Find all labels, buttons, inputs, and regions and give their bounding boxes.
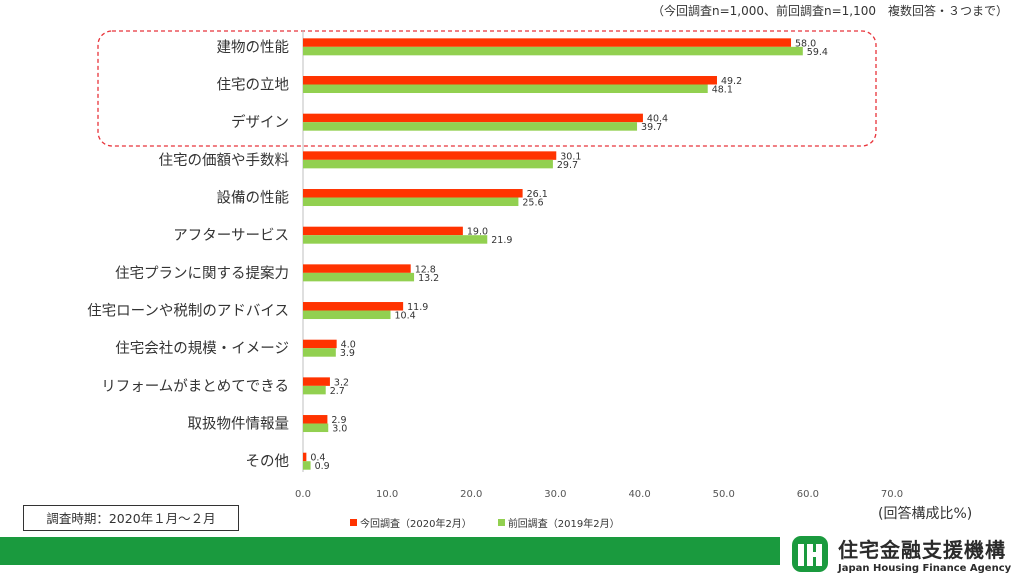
bar — [303, 264, 411, 273]
data-label: 40.4 — [647, 114, 668, 125]
data-label: 19.0 — [467, 227, 488, 238]
bar — [303, 272, 415, 282]
category-label: 住宅の立地 — [217, 77, 290, 94]
category-label: リフォームがまとめてできる — [101, 378, 289, 395]
category-label: 住宅の価額や手数料 — [159, 152, 290, 169]
x-tick-label: 40.0 — [628, 489, 650, 500]
data-label: 3.0 — [332, 424, 347, 435]
bar — [303, 461, 311, 470]
bar — [303, 84, 708, 94]
footer-bar — [0, 537, 780, 565]
x-tick-label: 60.0 — [797, 489, 819, 500]
data-label: 4.0 — [341, 340, 356, 351]
legend: 今回調査（2020年2月） 前回調査（2019年2月） — [350, 515, 620, 530]
data-label: 39.7 — [641, 122, 662, 133]
category-label: 住宅プランに関する提案力 — [115, 264, 289, 282]
data-label: 10.4 — [395, 311, 416, 322]
legend-swatch-current — [350, 519, 357, 526]
legend-item-current: 今回調査（2020年2月） — [350, 515, 472, 530]
x-tick-label: 30.0 — [544, 489, 566, 500]
legend-item-previous: 前回調査（2019年2月） — [497, 515, 620, 530]
data-label: 3.2 — [334, 377, 349, 388]
x-tick-label: 70.0 — [881, 489, 903, 500]
bar — [303, 310, 391, 320]
bar — [303, 122, 638, 131]
category-label: 住宅ローンや税制のアドバイス — [87, 303, 289, 320]
bar — [303, 415, 328, 424]
bar — [303, 189, 523, 198]
data-label: 26.1 — [527, 189, 548, 200]
bar — [303, 76, 717, 85]
data-label: 25.6 — [522, 198, 543, 209]
data-label: 11.9 — [407, 302, 428, 313]
category-label: その他 — [246, 453, 290, 470]
data-label: 48.1 — [712, 85, 733, 96]
data-label: 21.9 — [491, 235, 512, 246]
bar — [303, 151, 557, 160]
legend-label-previous: 前回調査（2019年2月） — [507, 519, 620, 530]
bar — [303, 113, 643, 123]
jhf-logo-icon — [792, 536, 828, 572]
sample-note: （今回調査n=1,000、前回調査n=1,100 複数回答・３つまで） — [651, 4, 1008, 18]
bar — [303, 38, 792, 47]
jhf-logo: 住宅金融支援機構 Japan Housing Finance Agency — [790, 526, 1020, 582]
bar — [303, 377, 330, 386]
category-label: アフターサービス — [173, 227, 289, 244]
legend-swatch-previous — [497, 519, 505, 526]
highlight-box — [97, 30, 877, 147]
logo-name-jp: 住宅金融支援機構 — [838, 538, 1006, 562]
data-label: 30.1 — [560, 151, 581, 162]
data-label: 49.2 — [721, 76, 742, 87]
bar — [303, 226, 463, 236]
x-tick-label: 10.0 — [376, 489, 398, 500]
bar — [303, 159, 553, 169]
logo-name-en: Japan Housing Finance Agency — [838, 563, 1012, 574]
bar — [303, 235, 488, 244]
data-label: 0.4 — [310, 453, 325, 464]
bar — [303, 339, 337, 349]
bar — [303, 385, 326, 395]
data-label: 3.9 — [340, 348, 355, 359]
data-label: 12.8 — [415, 264, 436, 275]
bar — [303, 348, 336, 357]
x-tick-label: 0.0 — [295, 489, 311, 500]
survey-period: 調査時期：2020年１月～２月 — [23, 505, 239, 531]
data-label: 2.7 — [330, 386, 345, 397]
data-label: 0.9 — [315, 461, 330, 472]
data-label: 58.0 — [795, 38, 816, 49]
bar — [303, 423, 329, 433]
category-label: 設備の性能 — [217, 190, 290, 207]
unit-label: (回答構成比%) — [878, 506, 973, 522]
bar — [303, 452, 307, 462]
x-tick-label: 50.0 — [713, 489, 735, 500]
x-tick-label: 20.0 — [460, 489, 482, 500]
data-label: 59.4 — [807, 47, 828, 58]
category-label: 住宅会社の規模・イメージ — [115, 340, 289, 357]
data-label: 13.2 — [418, 273, 439, 284]
category-label: 建物の性能 — [217, 39, 290, 56]
bar — [303, 302, 404, 311]
data-label: 2.9 — [331, 415, 346, 426]
bar — [303, 46, 803, 56]
category-label: 取扱物件情報量 — [188, 416, 290, 433]
data-label: 29.7 — [557, 160, 578, 171]
category-label: デザイン — [231, 113, 289, 131]
legend-label-current: 今回調査（2020年2月） — [360, 519, 472, 530]
bar — [303, 197, 519, 207]
